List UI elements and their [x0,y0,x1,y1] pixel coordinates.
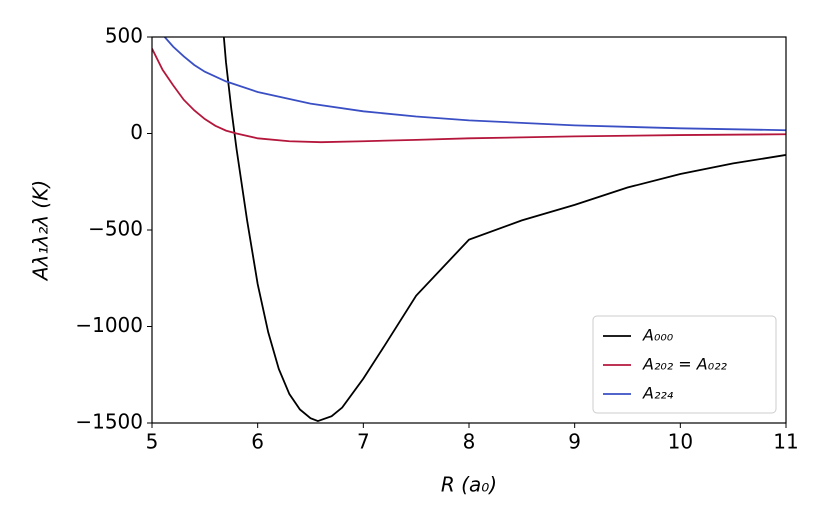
legend: A₀₀₀ A₂₀₂ = A₀₂₂ A₂₂₄ [592,315,777,414]
y-tick-label: 500 [105,24,143,48]
line [222,37,786,423]
line [164,37,786,132]
x-axis-label: R (a₀) [441,473,497,497]
y-tick-label: −1500 [75,410,143,434]
legend-box [592,315,777,414]
x-tick-label: 5 [146,430,159,454]
y-axis-label: Aλ₁λ₂λ (K) [29,180,53,282]
y-tick-label: −1000 [75,313,143,337]
line [152,48,786,144]
y-tick-label: −500 [88,217,143,241]
x-tick-label: 11 [773,430,798,454]
x-tick-label: 6 [251,430,264,454]
x-tick-label: 8 [463,430,476,454]
y-tick-label: 0 [130,120,143,144]
x-tick-label: 7 [357,430,370,454]
legend-label: A₀₀₀ [642,326,674,345]
legend-label: A₂₀₂ = A₀₂₂ [642,355,728,374]
x-tick-label: 9 [568,430,581,454]
plot-area [152,37,786,423]
legend-label: A₂₂₄ [642,384,674,403]
x-tick-label: 10 [668,430,693,454]
